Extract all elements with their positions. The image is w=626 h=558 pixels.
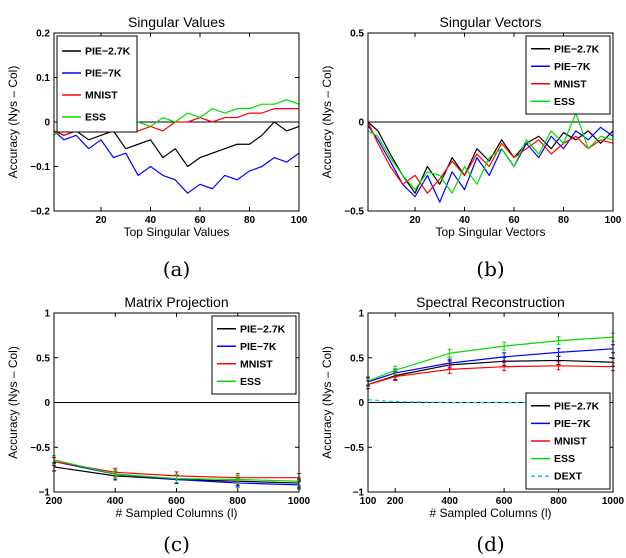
y-tick-label: −1 — [39, 488, 51, 499]
legend-label: ESS — [554, 96, 575, 108]
x-axis-label: Top Singular Values — [124, 225, 230, 239]
x-tick-label: 80 — [558, 215, 570, 226]
x-tick-label: 600 — [168, 496, 185, 507]
y-axis-label: Accuracy (Nys – Col) — [6, 66, 20, 179]
legend-label: PIE−7K — [240, 341, 277, 353]
legend-label: PIE−2.7K — [554, 400, 600, 412]
chart-panel-c: 200 400 600 800 1000 −1 −0.5 0 0.5 1 Matrix Projec… — [6, 294, 311, 556]
y-tick-label: −0.1 — [30, 162, 50, 173]
x-tick-label: 1000 — [288, 496, 311, 507]
y-tick-label: 1 — [44, 309, 50, 320]
x-tick-label: 40 — [459, 215, 471, 226]
x-tick-label: 100 — [605, 215, 622, 226]
x-tick-label: 60 — [508, 215, 520, 226]
legend-label: ESS — [554, 453, 575, 465]
series-line — [367, 336, 614, 382]
x-tick-label: 1000 — [602, 496, 625, 507]
y-tick-label: 0.1 — [36, 73, 50, 84]
chart-title: Singular Values — [128, 14, 225, 30]
legend-label: MNIST — [85, 90, 118, 102]
x-tick-label: 600 — [496, 496, 513, 507]
panel-caption: (a) — [163, 257, 191, 281]
legend-label: PIE−7K — [554, 418, 591, 430]
x-tick-label: 200 — [46, 496, 63, 507]
y-tick-label: 0.5 — [350, 353, 364, 364]
x-tick-label: 80 — [244, 215, 256, 226]
y-tick-label: −0.5 — [30, 443, 50, 454]
legend: PIE−2.7K PIE−7K MNIST ESS — [56, 35, 138, 133]
y-axis-label: Accuracy (Nys – Col) — [6, 346, 20, 459]
chart-panel-a: 20 40 60 80 100 −0.2 −0.1 0 0.1 0.2 Singular Value… — [6, 14, 308, 281]
panel-caption: (c) — [163, 532, 190, 556]
series-line — [367, 121, 614, 194]
legend-label: ESS — [240, 376, 261, 388]
legend-label: MNIST — [554, 78, 587, 90]
panel-caption: (b) — [476, 257, 504, 281]
y-tick-label: 1 — [358, 309, 364, 320]
series-line — [367, 348, 614, 383]
chart-panel-d: 100 200 400 600 800 1000 −1 −0.5 0 0.5 1 Spectral R… — [320, 294, 625, 556]
series-line — [367, 125, 614, 203]
x-tick-label: 800 — [229, 496, 246, 507]
x-tick-label: 20 — [95, 215, 107, 226]
x-axis-label: Top Singular Vectors — [435, 225, 545, 239]
y-tick-label: 0 — [44, 118, 50, 129]
legend-box — [56, 35, 138, 133]
x-tick-label: 20 — [409, 215, 421, 226]
legend-label: PIE−2.7K — [554, 43, 600, 55]
series-line — [53, 130, 300, 194]
y-tick-label: 0.2 — [36, 29, 50, 40]
chart-panel-b: 20 40 60 80 100 −0.5 0 0.5 Singular Vectors Top S… — [320, 14, 622, 281]
series-line — [367, 365, 614, 386]
x-tick-label: 100 — [360, 496, 377, 507]
y-tick-label: −0.5 — [344, 443, 364, 454]
y-axis-label: Accuracy (Nys – Col) — [320, 346, 334, 459]
y-tick-label: −1 — [353, 488, 365, 499]
x-tick-label: 200 — [387, 496, 404, 507]
legend-label: PIE−7K — [85, 68, 122, 80]
series-line — [367, 359, 614, 386]
chart-title: Singular Vectors — [440, 14, 542, 30]
x-axis-label: # Sampled Columns (l) — [429, 506, 551, 520]
y-tick-label: 0 — [44, 398, 50, 409]
legend-label: MNIST — [554, 436, 587, 448]
x-tick-label: 60 — [194, 215, 206, 226]
y-tick-label: −0.2 — [30, 207, 50, 218]
chart-title: Spectral Reconstruction — [416, 294, 565, 310]
y-tick-label: 0 — [358, 398, 364, 409]
legend: PIE−2.7K PIE−7K MNIST ESS — [211, 315, 297, 395]
legend-label: ESS — [85, 112, 106, 124]
y-tick-label: −0.5 — [344, 207, 364, 218]
legend-label: PIE−7K — [554, 61, 591, 73]
y-axis-label: Accuracy (Nys – Col) — [320, 66, 334, 179]
legend-label: DEXT — [554, 471, 583, 483]
legend-label: PIE−2.7K — [85, 46, 131, 58]
legend: PIE−2.7K PIE−7K MNIST ESS — [525, 35, 611, 115]
series-line — [53, 121, 300, 168]
series-line — [367, 112, 614, 194]
legend-label: MNIST — [240, 358, 273, 370]
x-tick-label: 800 — [550, 496, 567, 507]
panel-caption: (d) — [476, 532, 504, 556]
legend-label: PIE−2.7K — [240, 323, 286, 335]
x-tick-label: 400 — [107, 496, 124, 507]
y-tick-label: 0 — [358, 118, 364, 129]
legend: PIE−2.7K PIE−7K MNIST ESS DEXT — [525, 392, 611, 490]
x-tick-label: 40 — [145, 215, 157, 226]
chart-title: Matrix Projection — [124, 294, 228, 310]
y-tick-label: 0.5 — [36, 353, 50, 364]
x-tick-label: 400 — [441, 496, 458, 507]
x-tick-label: 100 — [291, 215, 308, 226]
y-tick-label: 0.5 — [350, 29, 364, 40]
x-axis-label: # Sampled Columns (l) — [115, 506, 237, 520]
